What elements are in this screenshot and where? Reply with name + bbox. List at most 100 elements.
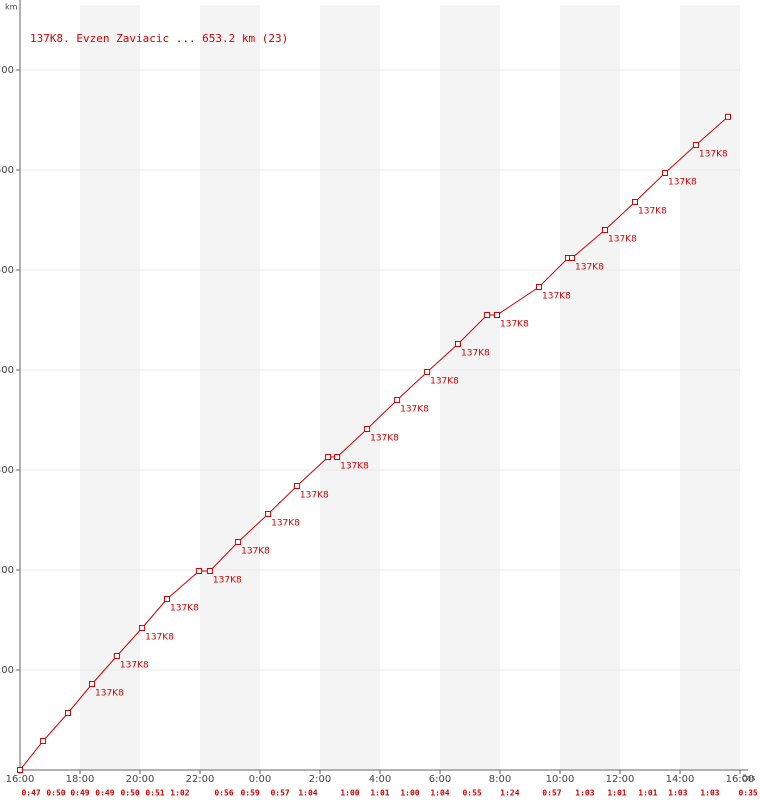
lap-time: 0:57 — [270, 789, 289, 798]
point-marker — [265, 511, 272, 517]
y-axis-label: km — [5, 3, 18, 12]
point-marker — [692, 142, 699, 148]
point-label: 137K8 — [340, 462, 369, 472]
point-marker — [394, 397, 401, 403]
point-label: 137K8 — [668, 178, 697, 188]
lap-time: 0:50 — [120, 789, 139, 798]
time-band — [320, 5, 380, 770]
point-marker — [206, 568, 213, 574]
lap-time: 0:56 — [214, 789, 233, 798]
point-label: 137K8 — [370, 434, 399, 444]
series-line — [19, 116, 729, 771]
point-marker — [17, 767, 23, 773]
lap-time: 0:50 — [46, 789, 65, 798]
point-marker — [139, 625, 146, 631]
time-band — [80, 5, 140, 770]
point-label: 137K8 — [213, 576, 242, 586]
lap-time: 1:24 — [500, 789, 519, 798]
x-tick-label: 22:00 — [186, 774, 215, 785]
point-label: 137K8 — [608, 235, 637, 245]
lap-time: 1:00 — [400, 789, 419, 798]
time-band — [560, 5, 620, 770]
point-marker — [364, 426, 371, 432]
point-marker — [455, 341, 461, 347]
lap-time: 0:47 — [21, 789, 40, 798]
x-tick-label: 8:00 — [489, 774, 511, 785]
x-tick-label: 18:00 — [66, 774, 95, 785]
lap-time: 1:03 — [575, 789, 594, 798]
point-label: 137K8 — [120, 661, 149, 671]
point-marker — [89, 681, 95, 687]
y-tick-label: 300 — [0, 465, 14, 476]
lap-time: 0:51 — [145, 789, 164, 798]
y-tick-label: 700 — [0, 65, 14, 76]
y-tick-label: 200 — [0, 565, 14, 576]
point-marker — [164, 596, 170, 602]
point-label: 137K8 — [145, 633, 174, 643]
lap-time: 1:00 — [340, 789, 359, 798]
y-tick-label: 600 — [0, 165, 14, 176]
x-tick-label: 16:00 — [6, 774, 35, 785]
point-label: 137K8 — [542, 292, 571, 302]
lap-time: 1:01 — [607, 789, 626, 798]
x-tick-label: 10:00 — [546, 774, 575, 785]
point-marker — [484, 312, 491, 318]
lap-time: 1:03 — [668, 789, 687, 798]
lap-time: 0:49 — [70, 789, 89, 798]
point-marker — [235, 539, 242, 545]
lap-time: 0:57 — [542, 789, 561, 798]
time-band — [200, 5, 260, 770]
point-marker — [494, 312, 500, 318]
time-band — [440, 5, 500, 770]
lap-time: 1:02 — [170, 789, 189, 798]
x-tick-label: 16:00 — [726, 774, 755, 785]
point-marker — [662, 170, 668, 176]
point-marker — [325, 454, 332, 460]
point-marker — [65, 710, 71, 716]
lap-time: 1:01 — [638, 789, 657, 798]
point-marker — [536, 284, 542, 290]
point-marker — [113, 653, 120, 659]
point-marker — [569, 255, 575, 261]
x-tick-label: 0:00 — [249, 774, 271, 785]
x-tick-label: 4:00 — [369, 774, 391, 785]
point-marker — [424, 369, 431, 375]
x-tick-label: 20:00 — [126, 774, 155, 785]
point-label: 137K8 — [575, 263, 604, 273]
point-label: 137K8 — [430, 377, 459, 387]
x-tick-label: 6:00 — [429, 774, 451, 785]
point-marker — [602, 227, 608, 233]
point-label: 137K8 — [300, 491, 329, 501]
point-marker — [725, 113, 731, 120]
lap-time: 1:04 — [430, 789, 449, 798]
point-label: 137K8 — [699, 150, 728, 160]
x-axis-label: čas — [742, 773, 755, 783]
point-marker — [632, 199, 638, 205]
lap-time: 0:49 — [95, 789, 114, 798]
x-tick-label: 14:00 — [666, 774, 695, 785]
point-label: 137K8 — [638, 207, 667, 217]
point-label: 137K8 — [241, 547, 270, 557]
point-label: 137K8 — [170, 604, 199, 614]
point-label: 137K8 — [400, 405, 429, 415]
lap-time: 0:35 — [738, 789, 757, 798]
lap-time: 1:01 — [370, 789, 389, 798]
point-label: 137K8 — [500, 320, 529, 330]
y-tick-label: 500 — [0, 265, 14, 276]
y-tick-label: 400 — [0, 365, 14, 376]
x-tick-label: 2:00 — [309, 774, 331, 785]
lap-time: 1:04 — [298, 789, 317, 798]
lap-time: 0:55 — [462, 789, 481, 798]
lap-time: 0:59 — [240, 789, 259, 798]
point-marker — [334, 454, 341, 460]
y-tick-label: 100 — [0, 665, 14, 676]
point-marker — [196, 568, 203, 574]
point-marker — [40, 738, 47, 744]
lap-time: 1:03 — [700, 789, 719, 798]
point-marker — [293, 483, 300, 489]
point-label: 137K8 — [271, 519, 300, 529]
point-label: 137K8 — [461, 349, 490, 359]
chart-title: 137K8. Evzen Zaviacic ... 653.2 km (23) — [30, 32, 288, 45]
x-tick-label: 12:00 — [606, 774, 635, 785]
